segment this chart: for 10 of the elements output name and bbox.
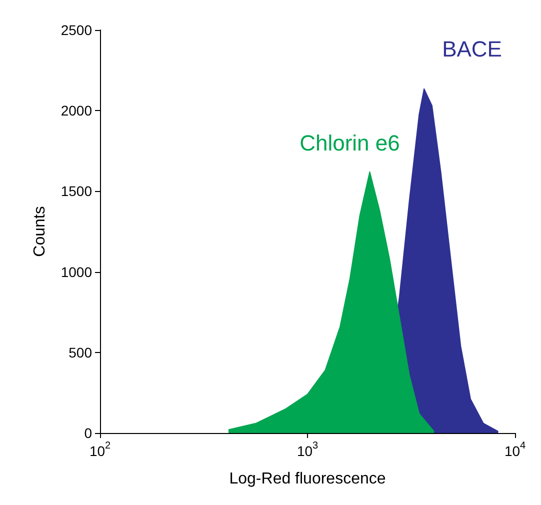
y-tick-label: 500 (68, 344, 92, 360)
y-tick-label: 0 (84, 425, 92, 441)
series-label: BACE (442, 36, 502, 62)
x-axis-title: Log-Red fluorescence (229, 470, 386, 488)
y-tick-label: 1000 (60, 264, 92, 280)
series-label: Chlorin e6 (300, 130, 400, 156)
y-tick-label: 2000 (60, 102, 92, 119)
y-tick-label: 2500 (60, 22, 92, 38)
y-tick-label: 1500 (60, 183, 92, 200)
y-axis-title: Counts (32, 206, 48, 257)
